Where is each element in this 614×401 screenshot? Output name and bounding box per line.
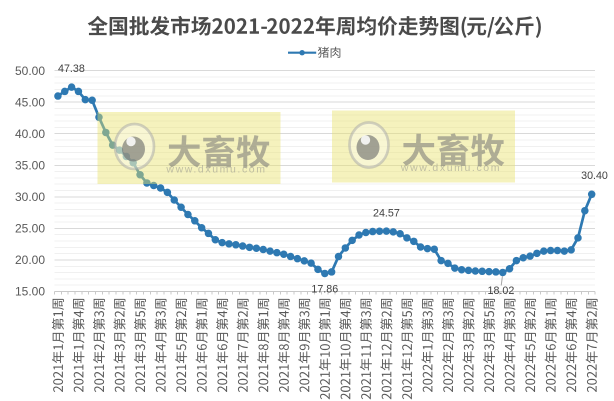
svg-text:30.00: 30.00 [15,190,45,204]
svg-text:47.38: 47.38 [58,63,85,75]
svg-text:50.00: 50.00 [15,64,45,78]
svg-text:20.00: 20.00 [15,253,45,267]
svg-text:30.40: 30.40 [581,170,608,182]
svg-text:24.57: 24.57 [373,208,400,220]
svg-text:www.dxumu.com: www.dxumu.com [165,164,266,176]
svg-text:45.00: 45.00 [15,95,45,109]
svg-text:40.00: 40.00 [15,127,45,141]
svg-text:18.02: 18.02 [488,285,515,297]
svg-text:15.00: 15.00 [15,285,45,299]
svg-text:25.00: 25.00 [15,222,45,236]
svg-text:35.00: 35.00 [15,159,45,173]
svg-text:17.86: 17.86 [311,283,338,295]
